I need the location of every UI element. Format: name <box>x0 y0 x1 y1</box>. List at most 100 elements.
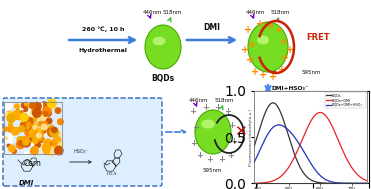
Ellipse shape <box>145 25 181 69</box>
Circle shape <box>28 110 35 117</box>
Circle shape <box>29 115 37 123</box>
BQDs+DMI+HSO₃⁻ <box>365 182 370 184</box>
Circle shape <box>25 128 34 136</box>
Circle shape <box>31 109 38 115</box>
Circle shape <box>32 124 36 129</box>
Circle shape <box>46 140 51 146</box>
Circle shape <box>43 149 49 154</box>
Circle shape <box>20 113 28 121</box>
Circle shape <box>43 143 50 151</box>
Circle shape <box>30 112 33 115</box>
Circle shape <box>39 102 42 105</box>
Text: +: + <box>219 156 226 164</box>
Ellipse shape <box>201 119 215 129</box>
Text: DMI+HSO₃⁻: DMI+HSO₃⁻ <box>271 85 308 91</box>
Text: +: + <box>248 40 256 50</box>
Text: Hydrothermal: Hydrothermal <box>79 48 127 53</box>
Text: +: + <box>197 152 204 160</box>
Circle shape <box>45 127 48 130</box>
Circle shape <box>9 112 13 117</box>
Text: 446nm: 446nm <box>245 9 265 15</box>
Circle shape <box>22 139 30 147</box>
BQDs+DMI+HSO₃⁻ <box>319 176 324 178</box>
Circle shape <box>14 115 19 119</box>
Circle shape <box>23 107 27 112</box>
Circle shape <box>13 111 21 119</box>
Circle shape <box>47 129 54 135</box>
Circle shape <box>34 101 43 110</box>
Circle shape <box>59 142 63 147</box>
Circle shape <box>52 147 58 153</box>
Circle shape <box>58 132 61 136</box>
Text: +: + <box>190 108 197 116</box>
Circle shape <box>24 138 29 143</box>
Circle shape <box>52 127 57 133</box>
Text: +: + <box>244 25 252 35</box>
Circle shape <box>9 145 15 152</box>
Circle shape <box>7 126 14 132</box>
BQDs+DMI+HSO₃⁻ <box>345 182 349 184</box>
Circle shape <box>17 108 22 113</box>
Circle shape <box>23 122 31 130</box>
Circle shape <box>24 117 33 125</box>
Text: +: + <box>190 139 197 149</box>
Text: HO₂S: HO₂S <box>107 172 117 176</box>
Circle shape <box>17 137 23 143</box>
Text: +: + <box>224 108 232 116</box>
BQDs <box>365 182 370 184</box>
Text: DMI: DMI <box>19 180 35 186</box>
BQDs <box>362 182 367 184</box>
Circle shape <box>16 140 24 149</box>
Legend: BQDs, BQDs+DMI, BQDs+DMI+HSO₃⁻: BQDs, BQDs+DMI, BQDs+DMI+HSO₃⁻ <box>325 92 366 108</box>
BQDs+DMI+HSO₃⁻ <box>313 169 318 171</box>
Circle shape <box>21 114 25 118</box>
Circle shape <box>55 108 61 113</box>
Circle shape <box>43 112 48 116</box>
Text: +: + <box>251 67 259 77</box>
Circle shape <box>39 114 46 121</box>
Circle shape <box>15 111 24 120</box>
Text: +: + <box>241 45 249 55</box>
Circle shape <box>31 112 38 119</box>
Circle shape <box>4 112 10 118</box>
Circle shape <box>18 107 22 110</box>
Text: 595nm: 595nm <box>202 167 222 173</box>
Text: 518nm: 518nm <box>214 98 234 102</box>
Circle shape <box>49 147 52 150</box>
Ellipse shape <box>257 36 269 44</box>
Text: ✕: ✕ <box>234 125 246 139</box>
Circle shape <box>43 147 49 153</box>
Circle shape <box>33 147 36 150</box>
Circle shape <box>20 122 25 126</box>
Text: 260 ℃, 10 h: 260 ℃, 10 h <box>82 26 124 32</box>
Circle shape <box>35 142 40 147</box>
Circle shape <box>29 103 35 108</box>
Circle shape <box>52 150 56 154</box>
Circle shape <box>49 140 56 148</box>
Circle shape <box>35 129 43 137</box>
Circle shape <box>49 100 56 107</box>
Text: +: + <box>230 138 237 146</box>
Text: +: + <box>214 104 221 112</box>
Circle shape <box>47 128 56 137</box>
Circle shape <box>34 132 43 141</box>
Text: HSO₃⁻: HSO₃⁻ <box>73 149 89 154</box>
BQDs+DMI+HSO₃⁻ <box>362 182 367 184</box>
BQDs+DMI+HSO₃⁻ <box>252 161 256 163</box>
Circle shape <box>40 102 47 109</box>
Circle shape <box>29 129 37 137</box>
Circle shape <box>20 106 23 110</box>
Text: +: + <box>246 55 254 65</box>
Circle shape <box>12 131 17 135</box>
Circle shape <box>26 126 29 129</box>
BQDs+DMI <box>365 180 370 182</box>
Circle shape <box>30 138 32 140</box>
BQDs+DMI+HSO₃⁻ <box>277 124 281 126</box>
Circle shape <box>33 135 38 140</box>
BQDs+DMI+HSO₃⁻ <box>306 158 310 160</box>
Circle shape <box>46 110 51 116</box>
Circle shape <box>41 124 47 130</box>
BQDs <box>319 182 324 184</box>
Circle shape <box>27 136 33 142</box>
Circle shape <box>48 126 52 130</box>
